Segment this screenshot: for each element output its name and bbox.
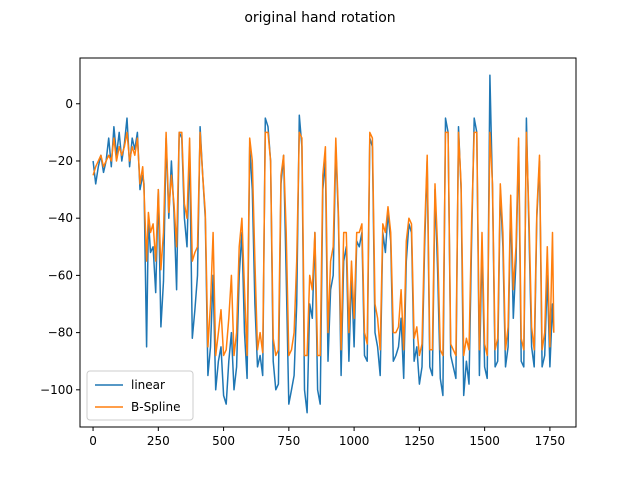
legend-bspline-label: B-Spline: [131, 400, 180, 414]
plot-frame: [79, 57, 577, 428]
y-tick-label: −20: [48, 154, 73, 168]
x-tick-label: 750: [277, 434, 300, 448]
x-tick-label: 1750: [535, 434, 566, 448]
series-layer: [92, 74, 555, 414]
x-tick-label: 1000: [339, 434, 370, 448]
x-tick-label: 1250: [404, 434, 435, 448]
y-tick-label: −40: [48, 211, 73, 225]
x-tick-label: 0: [89, 434, 97, 448]
x-tick-label: 250: [147, 434, 170, 448]
y-tick-label: 0: [65, 97, 73, 111]
y-tick-label: −100: [40, 383, 73, 397]
y-tick-label: −60: [48, 268, 73, 282]
chart-title: original hand rotation: [244, 10, 395, 26]
y-axis: 0 −20 −40 −60 −80 −100: [40, 97, 80, 397]
x-tick-label: 500: [212, 434, 235, 448]
legend: linear B-Spline: [86, 370, 194, 421]
y-tick-label: −80: [48, 326, 73, 340]
x-axis: 0 250 500 750 1000 1250 1500 1750: [89, 427, 565, 448]
series-line-bspline: [92, 131, 555, 357]
x-tick-label: 1500: [469, 434, 500, 448]
legend-linear-label: linear: [131, 378, 165, 392]
